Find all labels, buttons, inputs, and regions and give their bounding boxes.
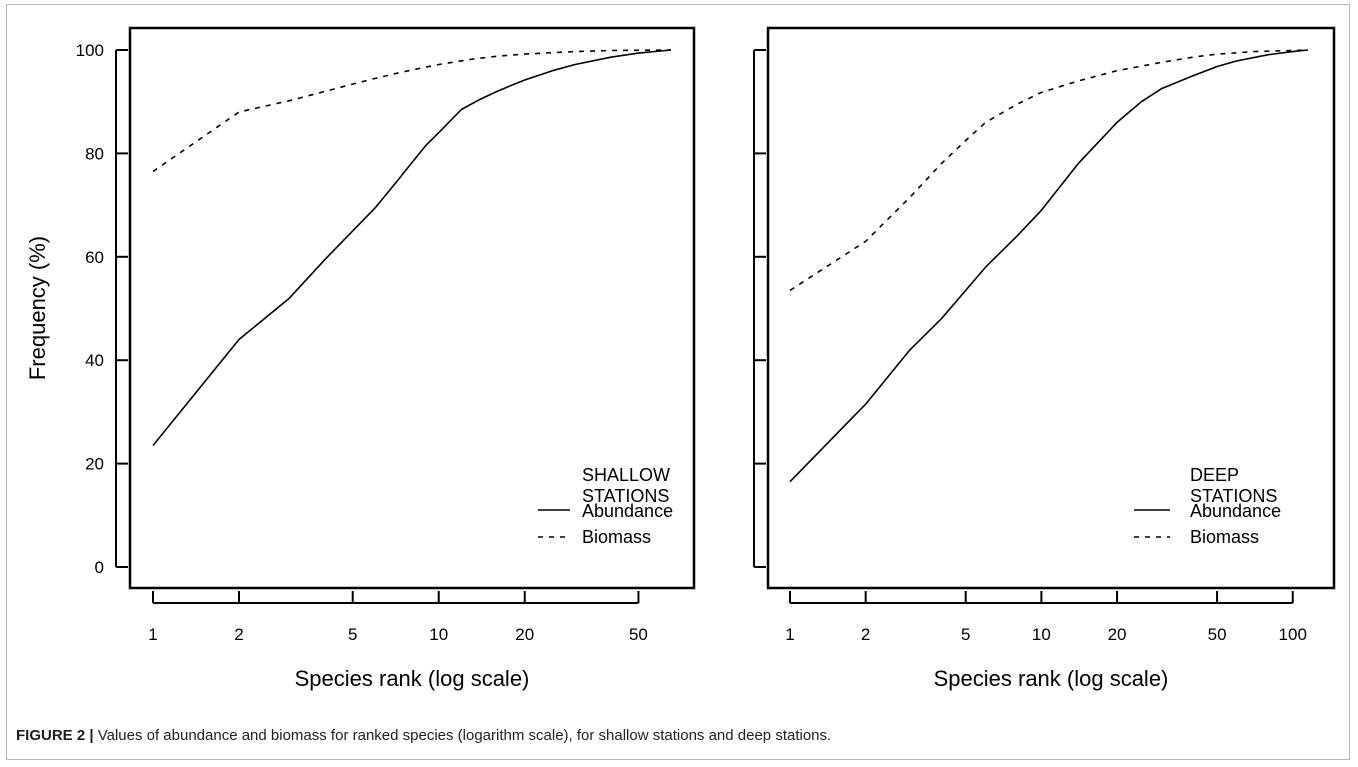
caption-text: Values of abundance and biomass for rank… — [93, 727, 832, 744]
legend-title-line-1: DEEP — [1190, 465, 1239, 485]
plot-frame — [766, 26, 1336, 590]
legend-label-abundance: Abundance — [582, 501, 673, 521]
legend-title-line-1: SHALLOW — [582, 465, 670, 485]
series-line-biomass — [152, 49, 672, 173]
figure-frame — [6, 4, 1350, 760]
y-tick-label: 40 — [85, 351, 104, 370]
y-tick-label: 60 — [85, 248, 104, 267]
legend-label-biomass: Biomass — [582, 527, 651, 547]
x-tick-label: 50 — [629, 625, 648, 644]
legend: SHALLOW STATIONS Abundance Biomass — [538, 465, 673, 547]
chart-deep-stations: 1 2 5 10 20 50 100 Species rank (log scale) DE… — [753, 26, 1336, 691]
y-tick-label: 20 — [85, 455, 104, 474]
y-tick-label: 0 — [95, 558, 104, 577]
x-tick-label: 10 — [1032, 625, 1051, 644]
chart-marks — [789, 49, 1309, 483]
y-axis-label: Frequency (%) — [25, 236, 50, 380]
x-tick-label: 2 — [861, 625, 870, 644]
x-tick-label: 20 — [1108, 625, 1127, 644]
x-tick-label: 20 — [515, 625, 534, 644]
figure-caption: FIGURE 2 | Values of abundance and bioma… — [16, 727, 831, 744]
series-line-abundance — [789, 49, 1309, 483]
x-axis-label: Species rank (log scale) — [295, 666, 530, 691]
chart-marks — [152, 49, 672, 447]
x-tick-label: 10 — [429, 625, 448, 644]
x-tick-label: 5 — [961, 625, 970, 644]
legend-label-biomass: Biomass — [1190, 527, 1259, 547]
caption-label: FIGURE 2 | — [16, 727, 94, 744]
x-tick-label: 1 — [785, 625, 794, 644]
x-axis-label: Species rank (log scale) — [934, 666, 1169, 691]
series-line-biomass — [789, 49, 1309, 292]
plot-frame — [128, 26, 696, 590]
x-tick-label: 100 — [1279, 625, 1307, 644]
y-tick-label: 80 — [85, 144, 104, 163]
chart-shallow-stations: 0 20 40 60 80 100 1 2 5 10 20 50 Frequency (%) Spec… — [25, 26, 696, 691]
x-tick-label: 5 — [348, 625, 357, 644]
legend-title-line-2: STATIONS — [582, 486, 669, 506]
series-line-abundance — [152, 49, 672, 447]
legend-title-line-2: STATIONS — [1190, 486, 1277, 506]
legend: DEEP STATIONS Abundance Biomass — [1134, 465, 1281, 547]
x-tick-label: 50 — [1208, 625, 1227, 644]
legend-label-abundance: Abundance — [1190, 501, 1281, 521]
axes: 1 2 5 10 20 50 100 — [753, 49, 1307, 644]
axes: 0 20 40 60 80 100 1 2 5 10 20 50 — [76, 41, 648, 644]
y-tick-label: 100 — [76, 41, 104, 60]
x-tick-label: 1 — [148, 625, 157, 644]
x-tick-label: 2 — [234, 625, 243, 644]
